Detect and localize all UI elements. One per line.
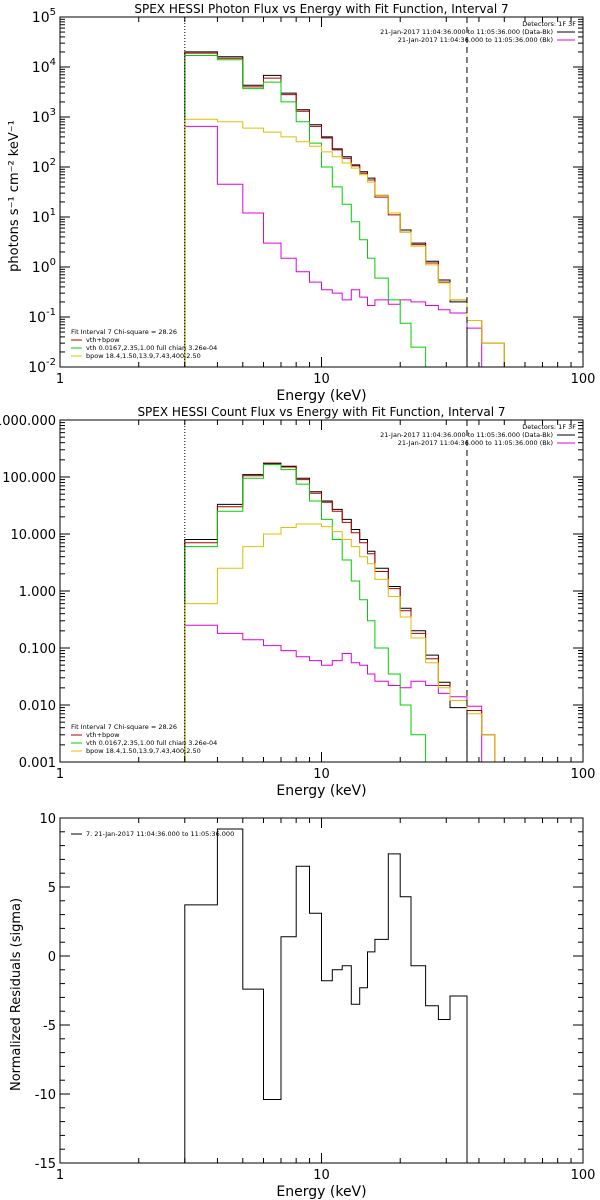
legend-label: bpow 18.4,1.50,13.9,7.43,400,2.50 bbox=[86, 747, 201, 755]
series-line-data-bk bbox=[184, 462, 468, 762]
x-tick-label: 1 bbox=[56, 372, 64, 387]
y-tick-label: 103 bbox=[32, 107, 56, 126]
y-tick-label: 5 bbox=[48, 881, 56, 896]
y-tick-label: 10-1 bbox=[28, 307, 56, 326]
y-tick-label: 105 bbox=[32, 7, 56, 26]
series-line-data-bk bbox=[184, 51, 468, 367]
x-tick-label: 100 bbox=[571, 372, 596, 387]
plot-area bbox=[184, 17, 505, 367]
legend-label: vth 0.0167,2.35,1.00 full chian 3.26e-04 bbox=[86, 344, 217, 352]
x-tick-label: 1 bbox=[56, 767, 64, 782]
y-tick-label: 0 bbox=[48, 950, 56, 965]
y-tick-label: 1.000 bbox=[19, 585, 56, 600]
y-tick-label: 102 bbox=[32, 157, 56, 176]
x-tick-label: 1 bbox=[56, 1168, 64, 1183]
header-line: 21-Jan-2017 11:04:36.000 to 11:05:36.000… bbox=[380, 431, 553, 439]
series-line-bk bbox=[184, 624, 483, 762]
plot-area bbox=[184, 420, 510, 762]
series-line-bpow bbox=[184, 118, 505, 367]
y-tick-label: 0.100 bbox=[19, 642, 56, 657]
plot-frame bbox=[59, 16, 584, 368]
y-tick-label: -15 bbox=[35, 1157, 56, 1172]
y-axis-label: Normalized Residuals (sigma) bbox=[9, 898, 24, 1091]
chart-panel-1: SPEX HESSI Photon Flux vs Energy with Fi… bbox=[7, 2, 596, 404]
y-tick-label: 10.000 bbox=[11, 528, 57, 543]
y-tick-label: 104 bbox=[32, 57, 56, 76]
plot-frame bbox=[59, 419, 584, 763]
y-tick-label: 101 bbox=[32, 207, 56, 226]
x-axis-label: Energy (keV) bbox=[276, 388, 366, 404]
x-tick-label: 100 bbox=[571, 767, 596, 782]
plot-area bbox=[184, 828, 468, 1163]
chart-panel-2: SPEX HESSI Count Flux vs Energy with Fit… bbox=[0, 405, 596, 799]
x-tick-label: 10 bbox=[313, 372, 330, 387]
header-line: 21-Jan-2017 11:04:36.000 to 11:05:36.000… bbox=[380, 28, 553, 36]
chart-panel-3: 1 10 100 Energy (keV) -15 -10 -5 0 5 10 Normalized… bbox=[9, 812, 595, 1200]
y-tick-label: 10 bbox=[39, 812, 56, 827]
y-tick-label: -10 bbox=[35, 1088, 56, 1103]
legend-label: vth+bpow bbox=[86, 336, 120, 344]
legend-title: Fit Interval 7 Chi-square = 28.26 bbox=[71, 328, 177, 336]
x-tick-label: 100 bbox=[571, 1168, 596, 1183]
series-line-vth bbox=[184, 464, 439, 762]
series-line-bpow bbox=[184, 523, 510, 762]
y-tick-label: 100.000 bbox=[2, 471, 56, 486]
legend-title: Fit Interval 7 Chi-square = 28.26 bbox=[71, 723, 177, 731]
series-line-vth-bpow bbox=[184, 52, 505, 367]
y-tick-label: -5 bbox=[43, 1019, 56, 1034]
legend-label: vth 0.0167,2.35,1.00 full chian 3.26e-04 bbox=[86, 739, 217, 747]
plot-frame bbox=[59, 817, 584, 1164]
legend-label: bpow 18.4,1.50,13.9,7.43,400,2.50 bbox=[86, 352, 201, 360]
y-tick-label: 1000.000 bbox=[0, 414, 56, 429]
header-line: Detectors: 1F 3F bbox=[522, 20, 576, 28]
chart-title: SPEX HESSI Count Flux vs Energy with Fit… bbox=[137, 405, 505, 419]
series-line-residuals bbox=[184, 828, 468, 1163]
series-line-vth bbox=[184, 55, 427, 367]
y-tick-label: 10-2 bbox=[28, 357, 56, 376]
y-tick-label: 0.001 bbox=[19, 756, 56, 771]
y-tick-label: 0.010 bbox=[19, 699, 56, 714]
header-line: Detectors: 1F 3F bbox=[522, 423, 576, 431]
header-line: 21-Jan-2017 11:04:36.000 to 11:05:36.000… bbox=[398, 439, 553, 447]
x-tick-label: 10 bbox=[313, 767, 330, 782]
x-axis-label: Energy (keV) bbox=[276, 1184, 366, 1200]
y-axis-label: photons s⁻¹ cm⁻² keV⁻¹ bbox=[7, 120, 22, 272]
x-axis-label: Energy (keV) bbox=[276, 783, 366, 799]
chart-title: SPEX HESSI Photon Flux vs Energy with Fi… bbox=[134, 2, 508, 16]
series-line-bk bbox=[184, 125, 483, 367]
x-tick-label: 10 bbox=[313, 1168, 330, 1183]
legend-label: 7. 21-Jan-2017 11:04:36.000 to 11:05:36.… bbox=[86, 830, 234, 838]
legend-label: vth+bpow bbox=[86, 731, 120, 739]
y-tick-label: 100 bbox=[32, 257, 56, 276]
header-line: 21-Jan-2017 11:04:36.000 to 11:05:36.000… bbox=[398, 36, 553, 44]
